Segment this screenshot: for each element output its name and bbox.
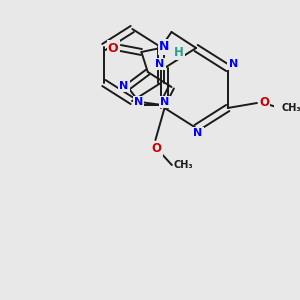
Text: N: N — [193, 128, 203, 138]
Text: N: N — [119, 81, 129, 91]
Text: O: O — [151, 142, 161, 155]
Text: CH₃: CH₃ — [174, 160, 193, 170]
Text: CH₃: CH₃ — [282, 103, 300, 113]
Text: H: H — [174, 46, 184, 59]
Text: N: N — [229, 59, 238, 69]
Text: N: N — [160, 97, 170, 107]
Text: O: O — [259, 95, 269, 109]
Text: N: N — [155, 59, 165, 69]
Text: N: N — [134, 97, 143, 107]
Text: N: N — [159, 40, 169, 53]
Text: O: O — [108, 41, 118, 55]
